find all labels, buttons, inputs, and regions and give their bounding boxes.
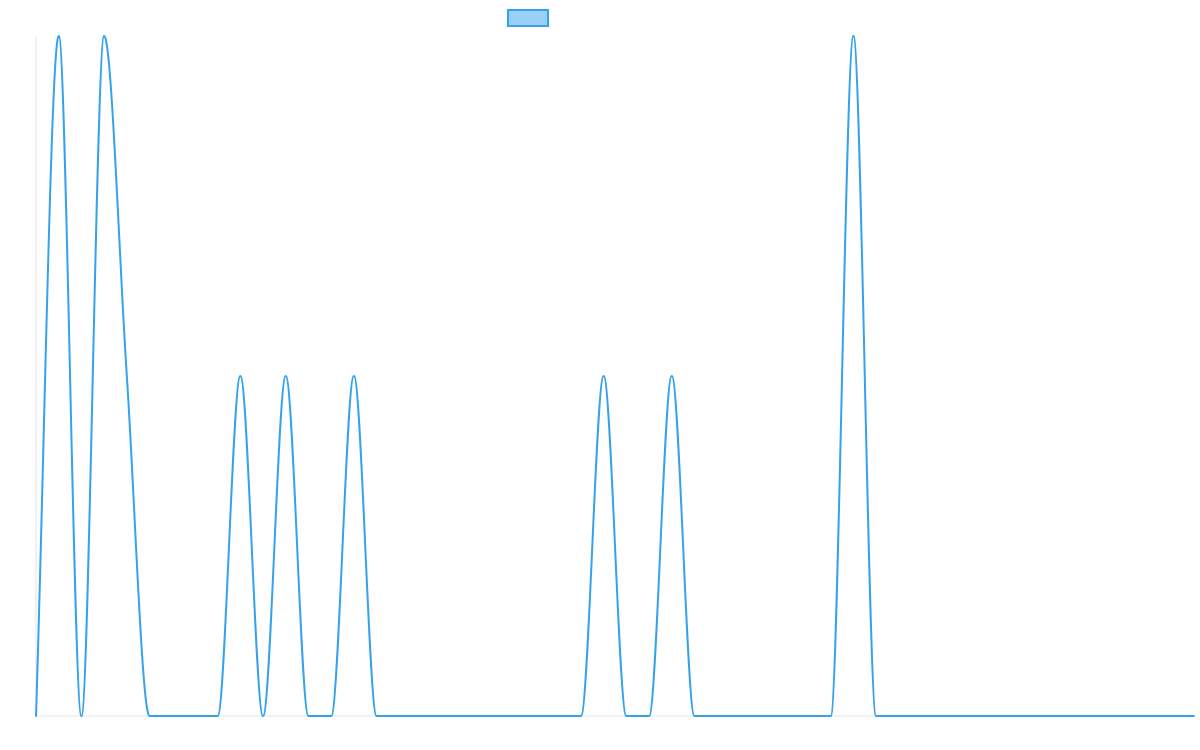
- data-point-48[interactable]: [1123, 713, 1129, 719]
- data-point-0[interactable]: [33, 713, 39, 719]
- data-point-17[interactable]: [419, 713, 425, 719]
- data-point-16[interactable]: [396, 713, 402, 719]
- data-point-39[interactable]: [919, 713, 925, 719]
- data-point-3[interactable]: [101, 33, 107, 39]
- series-line-0[interactable]: [35, 35, 1195, 717]
- data-point-26[interactable]: [623, 713, 629, 719]
- series-layer: [33, 33, 1197, 719]
- data-point-24[interactable]: [578, 713, 584, 719]
- data-point-23[interactable]: [555, 713, 561, 719]
- data-point-47[interactable]: [1100, 713, 1106, 719]
- data-point-30[interactable]: [714, 713, 720, 719]
- data-point-29[interactable]: [691, 713, 697, 719]
- data-point-38[interactable]: [896, 713, 902, 719]
- data-point-19[interactable]: [464, 713, 470, 719]
- data-point-18[interactable]: [442, 713, 448, 719]
- data-point-49[interactable]: [1146, 713, 1152, 719]
- data-point-2[interactable]: [78, 713, 84, 719]
- data-point-42[interactable]: [987, 713, 993, 719]
- data-point-6[interactable]: [169, 713, 175, 719]
- data-point-50[interactable]: [1168, 713, 1174, 719]
- data-point-11[interactable]: [283, 373, 289, 379]
- data-point-1[interactable]: [56, 33, 62, 39]
- data-point-41[interactable]: [964, 713, 970, 719]
- data-point-20[interactable]: [487, 713, 493, 719]
- data-point-27[interactable]: [646, 713, 652, 719]
- data-point-33[interactable]: [782, 713, 788, 719]
- data-point-10[interactable]: [260, 713, 266, 719]
- data-point-51[interactable]: [1191, 713, 1197, 719]
- data-point-4[interactable]: [124, 373, 130, 379]
- data-point-40[interactable]: [941, 713, 947, 719]
- data-point-9[interactable]: [237, 373, 243, 379]
- data-point-22[interactable]: [533, 713, 539, 719]
- data-point-25[interactable]: [601, 373, 607, 379]
- data-point-36[interactable]: [850, 33, 856, 39]
- data-point-43[interactable]: [1009, 713, 1015, 719]
- data-point-21[interactable]: [510, 713, 516, 719]
- data-point-28[interactable]: [669, 373, 675, 379]
- data-point-45[interactable]: [1055, 713, 1061, 719]
- data-point-35[interactable]: [828, 713, 834, 719]
- data-point-32[interactable]: [760, 713, 766, 719]
- data-point-8[interactable]: [215, 713, 221, 719]
- data-point-5[interactable]: [147, 713, 153, 719]
- legend-swatch[interactable]: [507, 9, 549, 27]
- data-point-31[interactable]: [737, 713, 743, 719]
- data-point-12[interactable]: [305, 713, 311, 719]
- data-point-7[interactable]: [192, 713, 198, 719]
- data-point-44[interactable]: [1032, 713, 1038, 719]
- data-point-34[interactable]: [805, 713, 811, 719]
- legend[interactable]: [507, 9, 549, 27]
- data-point-13[interactable]: [328, 713, 334, 719]
- data-point-15[interactable]: [374, 713, 380, 719]
- data-point-14[interactable]: [351, 373, 357, 379]
- data-point-37[interactable]: [873, 713, 879, 719]
- data-point-46[interactable]: [1077, 713, 1083, 719]
